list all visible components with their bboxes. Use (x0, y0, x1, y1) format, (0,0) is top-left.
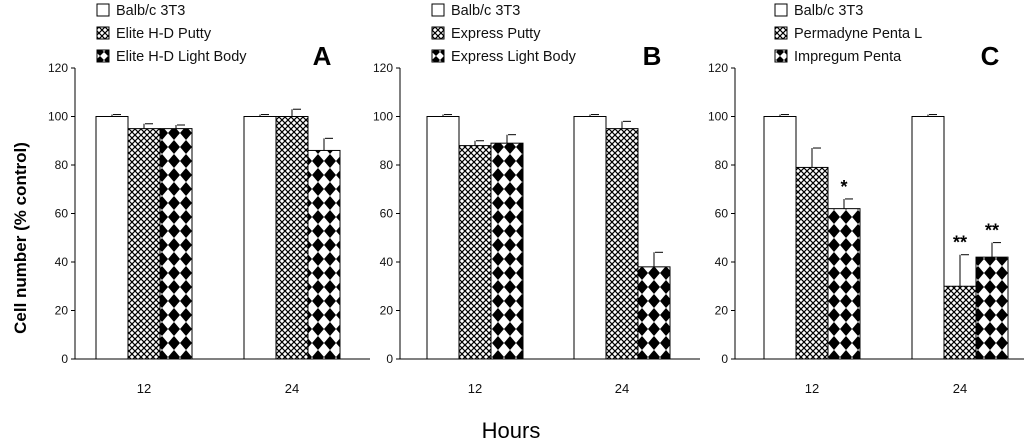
legend-swatch (774, 49, 788, 63)
panel-letter: B (643, 41, 662, 71)
y-tick-label: 80 (55, 158, 69, 172)
y-tick-label: 40 (55, 255, 69, 269)
y-axis-label: Cell number (% control) (11, 142, 30, 334)
y-tick-label: 20 (380, 304, 394, 318)
bar (637, 266, 671, 360)
panel-letter: A (313, 41, 332, 71)
x-tick-label: 24 (953, 381, 967, 396)
bar (95, 116, 129, 360)
bar (159, 128, 193, 360)
y-tick-label: 20 (715, 304, 729, 318)
legend-entry: Impregum Penta (794, 49, 902, 65)
bar (307, 149, 341, 360)
significance-mark: ** (953, 233, 967, 253)
bar (911, 116, 945, 360)
panel-b: 0 20 40 60 80 100 120 12 24 Balb/c 3T3 Express Put… (373, 3, 700, 396)
legend-entry: Express Putty (451, 26, 541, 42)
legend-entry: Balb/c 3T3 (116, 3, 185, 19)
bar (827, 208, 861, 360)
bar (795, 166, 829, 360)
legend-swatch (96, 49, 110, 63)
y-tick-label: 120 (373, 61, 393, 75)
x-tick-label: 12 (805, 381, 819, 396)
bar (127, 128, 161, 360)
y-tick-label: 40 (715, 255, 729, 269)
bar (490, 142, 524, 360)
legend-swatch (96, 3, 110, 17)
y-tick-label: 100 (373, 110, 393, 124)
y-tick-label: 100 (48, 110, 68, 124)
panel-a: 0 20 40 60 80 100 120 12 24 Balb/c 3T3 Elite H-D P… (48, 3, 370, 396)
legend-entry: Elite H-D Light Body (116, 49, 247, 65)
y-tick-label: 120 (48, 61, 68, 75)
bar (243, 116, 277, 360)
bar (943, 285, 977, 360)
legend-entry: Elite H-D Putty (116, 26, 212, 42)
legend-entry: Express Light Body (451, 49, 577, 65)
y-tick-label: 40 (380, 255, 394, 269)
legend-swatch (431, 26, 445, 40)
legend-entry: Permadyne Penta L (794, 26, 922, 42)
y-tick-label: 80 (380, 158, 394, 172)
significance-mark: * (840, 177, 847, 197)
y-tick-label: 0 (61, 352, 68, 366)
bar (763, 116, 797, 360)
legend-swatch (431, 49, 445, 63)
legend-swatch (431, 3, 445, 17)
panel-letter: C (981, 41, 1000, 71)
y-tick-label: 100 (708, 110, 728, 124)
x-tick-label: 12 (468, 381, 482, 396)
bar (458, 145, 492, 360)
bar (275, 116, 309, 360)
y-tick-label: 0 (386, 352, 393, 366)
y-tick-label: 120 (708, 61, 728, 75)
y-tick-label: 60 (380, 207, 394, 221)
panel-c: 0 20 40 60 80 100 120 * 12 ** ** 24 Balb/c 3T3 Permad… (708, 3, 1024, 396)
bar (573, 116, 607, 360)
y-tick-label: 60 (55, 207, 69, 221)
legend-swatch (96, 26, 110, 40)
y-tick-label: 0 (721, 352, 728, 366)
x-tick-label: 12 (137, 381, 151, 396)
x-tick-label: 24 (615, 381, 629, 396)
legend-swatch (774, 3, 788, 17)
x-tick-label: 24 (285, 381, 299, 396)
legend-entry: Balb/c 3T3 (451, 3, 520, 19)
y-tick-label: 80 (715, 158, 729, 172)
y-tick-label: 20 (55, 304, 69, 318)
x-axis-label: Hours (482, 418, 541, 443)
y-tick-label: 60 (715, 207, 729, 221)
legend-entry: Balb/c 3T3 (794, 3, 863, 19)
bar (605, 128, 639, 360)
bar (426, 116, 460, 360)
significance-mark: ** (985, 221, 999, 241)
bar (975, 256, 1009, 360)
legend-swatch (774, 26, 788, 40)
